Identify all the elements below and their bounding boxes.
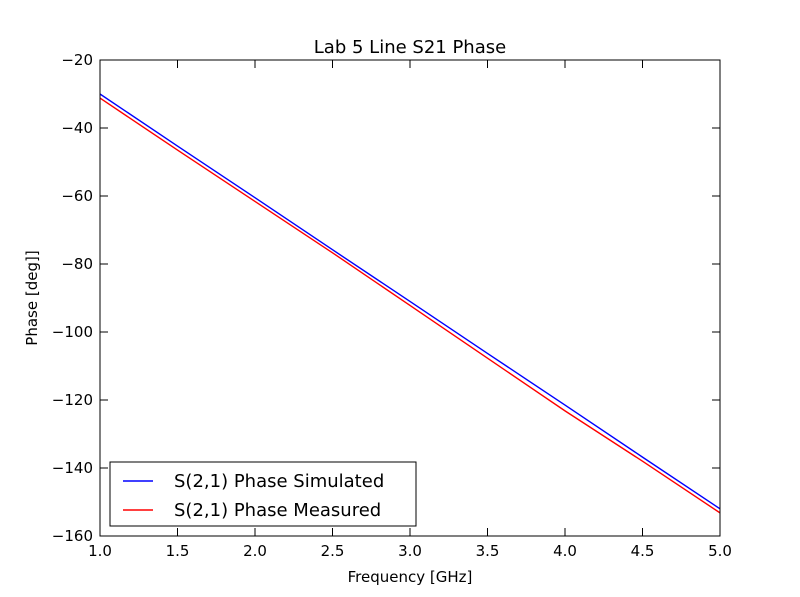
plot-area: [100, 60, 720, 536]
x-axis-label: Frequency [GHz]: [348, 568, 473, 586]
y-tick-label: −40: [61, 119, 93, 137]
legend-box: [109, 461, 417, 527]
y-axis: −20 −40 −60 −80 −100 −120 −140 −160: [52, 51, 720, 545]
x-tick-label: 4.5: [631, 542, 655, 560]
legend: S(2,1) Phase Simulated S(2,1) Phase Measu…: [109, 461, 417, 527]
x-tick-label: 3.0: [398, 542, 422, 560]
y-tick-label: −140: [52, 459, 93, 477]
legend-label-measured: S(2,1) Phase Measured: [174, 500, 381, 521]
y-tick-label: −60: [61, 187, 93, 205]
legend-label-simulated: S(2,1) Phase Simulated: [174, 471, 384, 492]
x-tick-label: 1.5: [166, 542, 190, 560]
series-layer: [99, 93, 721, 514]
y-tick-label: −100: [52, 323, 93, 341]
y-tick-label: −20: [61, 51, 93, 69]
x-tick-label: 5.0: [708, 542, 732, 560]
series-line-simulated: [99, 93, 721, 510]
x-tick-label: 4.0: [553, 542, 577, 560]
x-tick-label: 2.0: [243, 542, 267, 560]
y-tick-label: −80: [61, 255, 93, 273]
x-tick-label: 2.5: [321, 542, 345, 560]
x-tick-label: 1.0: [88, 542, 112, 560]
chart-title: Lab 5 Line S21 Phase: [314, 37, 506, 58]
x-axis: 1.0 1.5 2.0 2.5 3.0 3.5 4.0 4.5 5.0: [88, 60, 732, 560]
y-tick-label: −160: [52, 527, 93, 545]
series-line-measured: [99, 97, 721, 514]
x-tick-label: 3.5: [476, 542, 500, 560]
y-axis-label: Phase [deg]]: [23, 250, 41, 345]
y-tick-label: −120: [52, 391, 93, 409]
